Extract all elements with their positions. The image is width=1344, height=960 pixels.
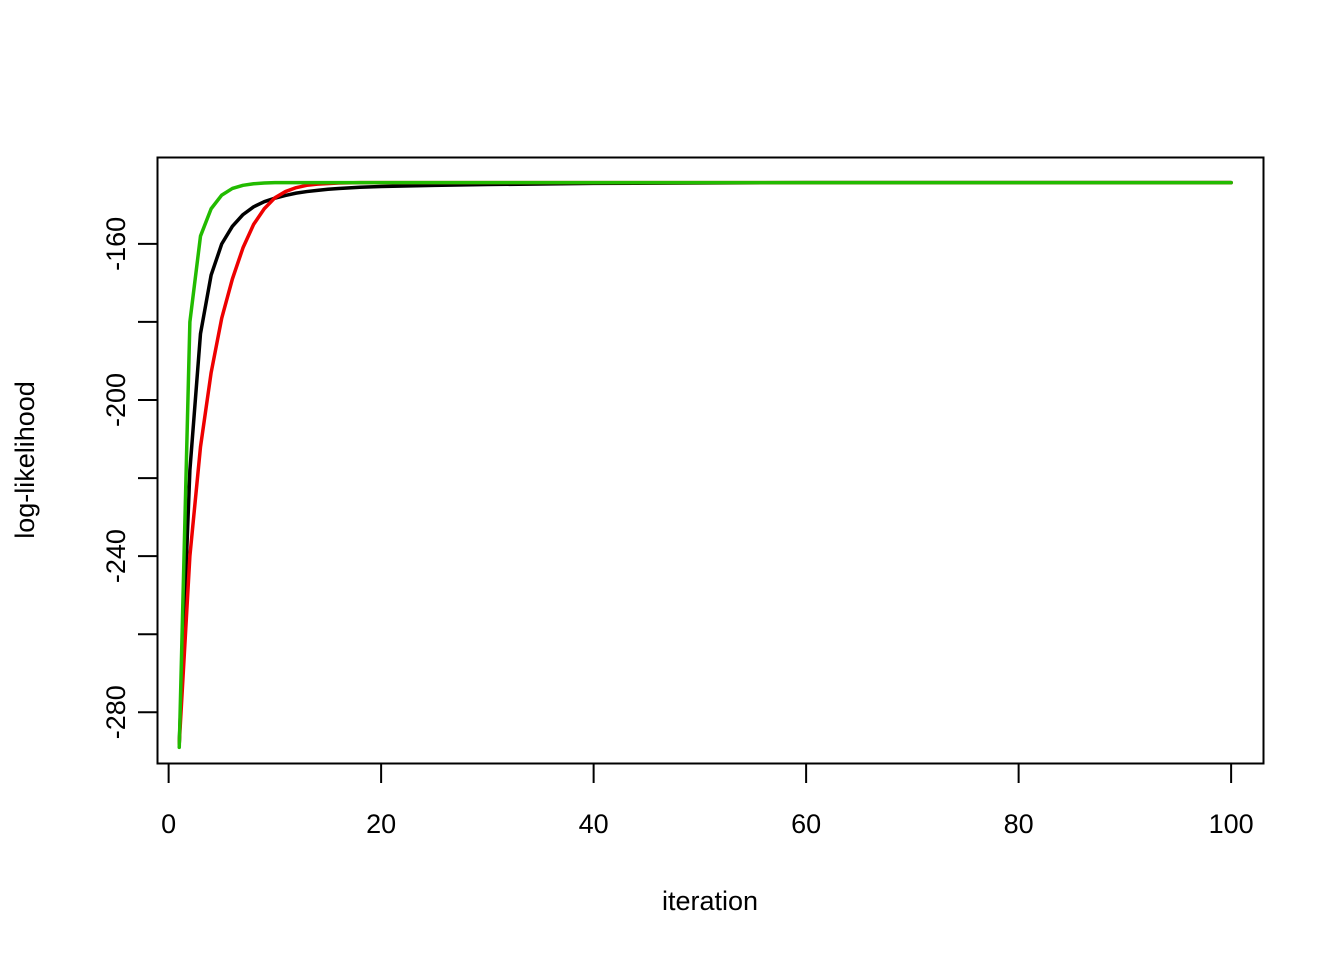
y-axis-title: log-likelihood [10,381,40,539]
x-axis: 0 20 40 60 80 100 [161,762,1254,839]
y-axis: -160 -200 -240 -280 [101,217,159,739]
y-tick-label: -240 [101,529,131,583]
x-tick-label: 40 [579,809,609,839]
x-tick-label: 60 [791,809,821,839]
x-tick-label: 0 [161,809,176,839]
y-tick-label: -200 [101,373,131,427]
x-tick-label: 80 [1004,809,1034,839]
series-line-1 [177,180,1233,746]
y-tick-label: -160 [101,217,131,271]
series-group [177,180,1233,750]
x-axis-title: iteration [662,886,758,916]
series-line-2 [177,180,1233,746]
y-tick-label: -280 [101,685,131,739]
series-line-3 [177,180,1233,750]
x-tick-label: 100 [1209,809,1254,839]
x-tick-label: 20 [366,809,396,839]
plot-frame [156,156,1265,765]
